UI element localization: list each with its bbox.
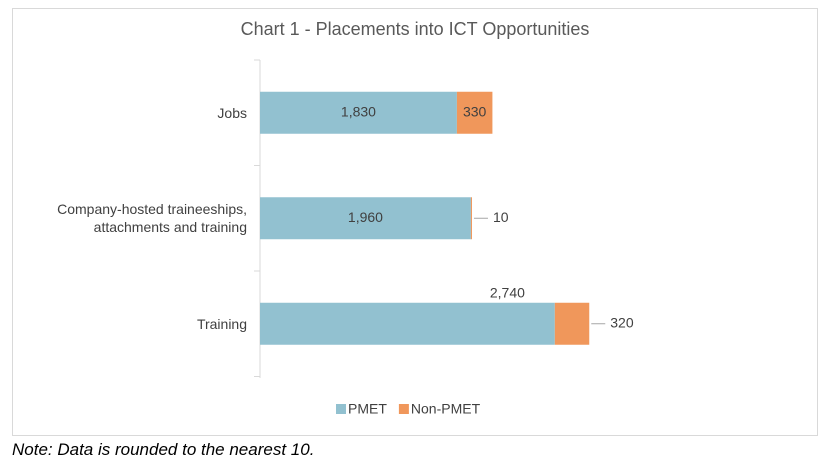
bar-segment: [260, 302, 555, 345]
legend-label: PMET: [348, 401, 387, 417]
category-label: Company-hosted traineeships, attachments…: [57, 201, 247, 236]
value-label: 330: [463, 103, 487, 119]
legend-swatch: [336, 404, 346, 414]
bar-segment: [470, 197, 472, 240]
bar-segment: [554, 302, 590, 345]
value-label: 2,740: [490, 284, 525, 300]
value-label: 320: [610, 314, 634, 330]
value-label: 1,830: [341, 103, 376, 119]
value-label: 10: [493, 209, 509, 225]
category-label: Jobs: [217, 104, 247, 121]
category-label: Training: [196, 315, 247, 332]
bar-segment: [260, 197, 471, 240]
chart-title: Chart 1 - Placements into ICT Opportunit…: [241, 19, 590, 39]
legend-label: Non-PMET: [411, 401, 481, 417]
legend-swatch: [398, 404, 409, 414]
bar-segment: [456, 91, 493, 134]
bar-segment: [260, 91, 457, 134]
note: Note: Data is rounded to the nearest 10.: [12, 440, 315, 459]
value-label: 1,960: [348, 209, 383, 225]
